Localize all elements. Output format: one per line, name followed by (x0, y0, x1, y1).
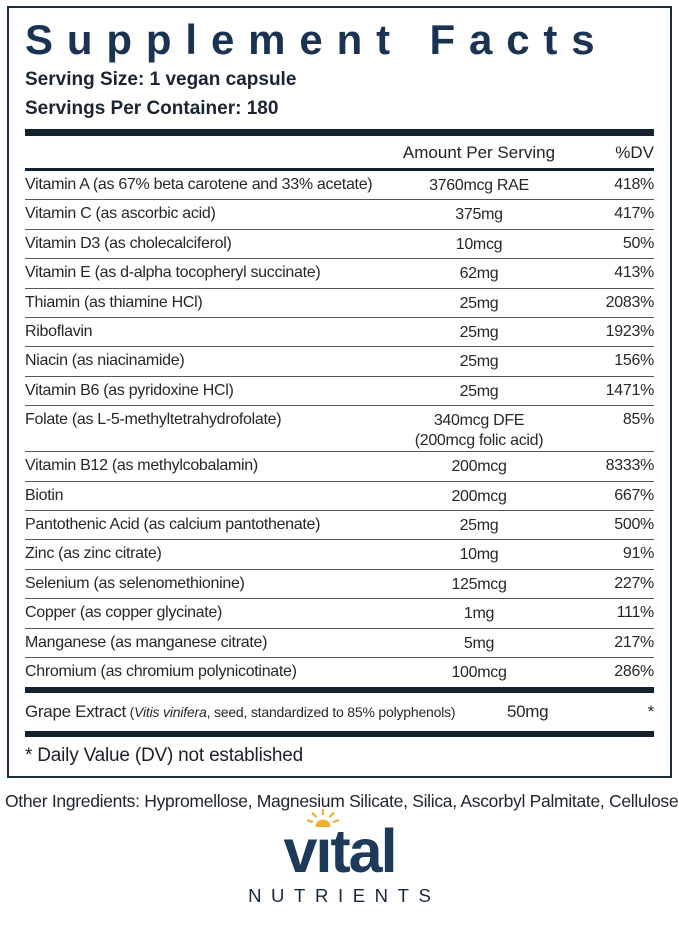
nutrient-amount: 5mg (463, 634, 495, 652)
panel-title: Supplement Facts (25, 16, 609, 63)
nutrient-dv: 418% (614, 176, 654, 194)
nutrient-dv: 85% (622, 411, 654, 429)
table-row: Manganese (as manganese citrate) 5mg 217… (25, 629, 654, 658)
column-header-dv: %DV (615, 142, 654, 162)
table-row: Pantothenic Acid (as calcium pantothenat… (25, 511, 654, 541)
nutrient-name: Vitamin E (as d-alpha tocopheryl succina… (25, 264, 321, 282)
nutrient-name: Pantothenic Acid (as calcium pantothenat… (25, 515, 321, 533)
table-row: Thiamin (as thiamine HCl) 25mg 2083% (25, 289, 655, 319)
nutrient-amount: 125mcg (451, 575, 507, 593)
table-row: Biotin 200mcg 667% (25, 482, 654, 511)
table-row: Copper (as copper glycinate) 1mg 111% (25, 599, 655, 629)
sun-icon (306, 809, 340, 828)
nutrient-name: Vitamin B12 (as methylcobalamin) (25, 457, 258, 475)
nutrient-amount: 200mcg (451, 458, 507, 476)
nutrient-amount: 25mg (459, 294, 499, 312)
nutrient-dv: 2083% (605, 293, 655, 311)
table-row: Niacin (as niacinamide) 25mg 156% (25, 347, 654, 377)
other-ingredients-text: Other Ingredients: Hypromellose, Magnesi… (5, 791, 679, 812)
brand-subtitle: NUTRIENTS (248, 885, 441, 907)
nutrient-name: Vitamin C (as ascorbic acid) (25, 205, 216, 223)
nutrient-dv: 156% (614, 352, 654, 370)
table-row: Vitamin A (as 67% beta carotene and 33% … (25, 171, 654, 201)
nutrient-amount: 375mg (455, 206, 503, 224)
nutrient-amount: 25mg (459, 516, 499, 534)
nutrient-dv: 8333% (605, 457, 655, 475)
nutrient-amount: 1mg (463, 605, 495, 623)
nutrient-dv: 227% (614, 574, 654, 592)
column-header-amount: Amount Per Serving (402, 142, 556, 162)
nutrient-dv: 667% (614, 486, 654, 504)
supplement-facts-panel: Supplement Facts Serving Size: 1 vegan c… (7, 6, 672, 779)
grape-name-main: Grape Extract (25, 702, 126, 722)
divider-thick-after-grape (25, 731, 654, 738)
table-row: Zinc (as zinc citrate) 10mg 91% (25, 540, 654, 570)
nutrient-name: Vitamin A (as 67% beta carotene and 33% … (25, 176, 373, 194)
brand-letters-tal: tal (330, 817, 397, 886)
nutrient-amount: 62mg (459, 265, 499, 283)
divider-medium-header (25, 167, 654, 172)
brand-logo: v ıtal NUTRIENTS (0, 809, 679, 907)
nutrient-dv: 417% (614, 205, 654, 223)
nutrient-name: Biotin (25, 486, 64, 504)
nutrient-dv: 1923% (605, 323, 655, 341)
nutrient-amount: 25mg (459, 324, 499, 342)
table-row: Vitamin B12 (as methylcobalamin) 200mcg … (25, 452, 655, 482)
nutrient-dv: 413% (614, 264, 654, 282)
nutrient-dv: 91% (622, 545, 654, 563)
nutrient-dv: * (647, 702, 655, 722)
nutrient-name: Thiamin (as thiamine HCl) (25, 293, 203, 311)
brand-wordmark: v ıtal (283, 809, 398, 882)
nutrient-name: Folate (as L-5-methyltetrahydrofolate) (25, 411, 282, 429)
nutrient-dv: 500% (614, 515, 654, 533)
nutrient-amount: 200mcg (451, 487, 507, 505)
nutrient-name: Chromium (as chromium polynicotinate) (25, 662, 297, 680)
brand-letter-v: v (283, 817, 317, 886)
nutrient-amount: 25mg (459, 353, 499, 371)
table-row: Chromium (as chromium polynicotinate) 10… (25, 658, 654, 687)
table-row: Vitamin B6 (as pyridoxine HCl) 25mg 1471… (25, 377, 655, 407)
table-row-grape-extract: Grape Extract (Vitis vinifera, seed, sta… (25, 693, 654, 731)
table-row: Folate (as L-5-methyltetrahydrofolate) 3… (25, 406, 654, 453)
nutrient-dv: 111% (616, 604, 655, 622)
nutrient-name: Grape Extract (Vitis vinifera, seed, sta… (25, 702, 456, 722)
nutrient-amount: 100mcg (451, 663, 507, 681)
serving-size: Serving Size: 1 vegan capsule (25, 69, 297, 91)
dv-footnote: * Daily Value (DV) not established (25, 745, 303, 767)
nutrient-name: Zinc (as zinc citrate) (25, 545, 162, 563)
nutrient-amount: 3760mcg RAE (429, 177, 529, 195)
nutrient-rows: Vitamin A (as 67% beta carotene and 33% … (25, 171, 654, 687)
column-header-spacer (25, 143, 379, 163)
nutrient-name: Selenium (as selenomethionine) (25, 574, 245, 592)
table-row: Vitamin E (as d-alpha tocopheryl succina… (25, 259, 654, 289)
nutrient-amount: 50mg (506, 702, 549, 722)
nutrient-dv: 286% (614, 662, 654, 680)
nutrient-name: Niacin (as niacinamide) (25, 352, 185, 370)
nutrient-name: Vitamin B6 (as pyridoxine HCl) (25, 381, 234, 399)
nutrient-name: Riboflavin (25, 323, 93, 341)
nutrient-name: Vitamin D3 (as cholecalciferol) (25, 234, 232, 252)
servings-per-container: Servings Per Container: 180 (25, 97, 279, 119)
table-row: Vitamin C (as ascorbic acid) 375mg 417% (25, 200, 654, 230)
nutrient-amount: 10mcg (455, 235, 503, 253)
divider-thick-before-grape (25, 687, 654, 694)
nutrient-amount: 10mg (459, 546, 499, 564)
nutrient-dv: 50% (622, 234, 654, 252)
nutrient-dv: 1471% (605, 381, 655, 399)
nutrient-amount: 340mcg DFE (200mcg folic acid) (414, 412, 544, 450)
divider-thick-top (25, 128, 654, 136)
table-row: Selenium (as selenomethionine) 125mcg 22… (25, 570, 654, 600)
nutrient-name: Manganese (as manganese citrate) (25, 633, 268, 651)
nutrient-amount: 25mg (459, 382, 499, 400)
brand-letter-i: ı (306, 809, 340, 882)
table-row: Vitamin D3 (as cholecalciferol) 10mcg 50… (25, 230, 654, 260)
grape-latin-name: Vitis vinifera (134, 704, 207, 721)
nutrient-dv: 217% (614, 633, 654, 651)
nutrient-name: Copper (as copper glycinate) (25, 604, 223, 622)
table-header-row: Amount Per Serving %DV (25, 136, 654, 168)
table-row: Riboflavin 25mg 1923% (25, 318, 655, 348)
grape-name-detail: (Vitis vinifera, seed, standardized to 8… (125, 704, 456, 721)
